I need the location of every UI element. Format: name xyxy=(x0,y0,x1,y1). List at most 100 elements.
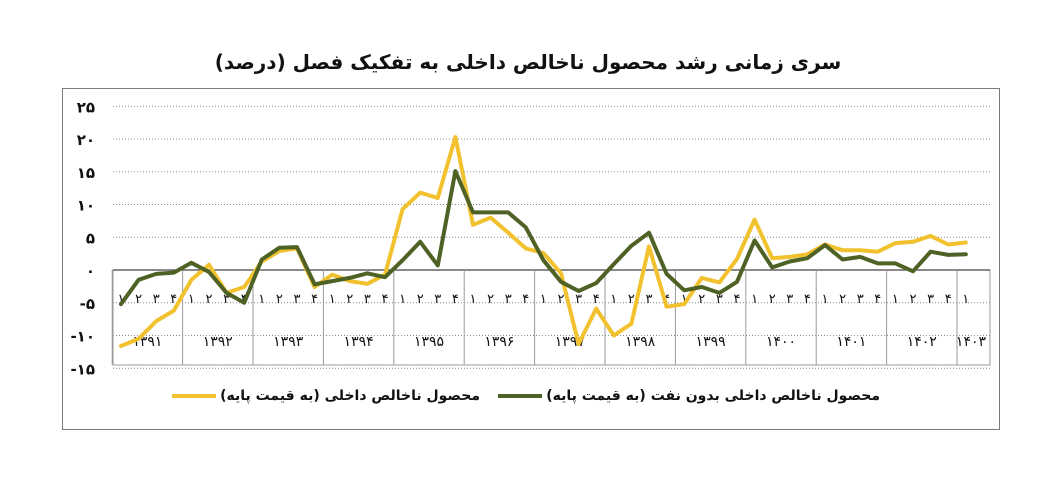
quarter-tick-label: ۱ xyxy=(610,292,617,307)
data-point-gdp-non-oil xyxy=(542,259,545,261)
y-tick-label: -۱۰ xyxy=(70,328,95,346)
quarter-tick-label: ۴ xyxy=(170,292,177,307)
data-point-gdp-non-oil xyxy=(648,231,650,234)
quarter-tick-label: ۳ xyxy=(716,292,723,307)
legend-swatch-gdp xyxy=(172,394,217,398)
data-point-gdp-non-oil xyxy=(489,211,492,214)
data-point-gdp xyxy=(630,322,633,325)
data-point-gdp xyxy=(472,224,474,226)
year-label: ۱۴۰۱ xyxy=(836,334,866,350)
data-point-gdp xyxy=(947,243,949,246)
quarter-tick-label: ۱ xyxy=(751,292,758,307)
y-tick-label: ۲۵ xyxy=(77,98,95,116)
quarter-tick-label: ۴ xyxy=(522,292,529,307)
data-point-gdp-non-oil xyxy=(401,259,404,261)
y-tick-label: -۵ xyxy=(80,295,95,313)
chart-frame xyxy=(62,88,1000,430)
year-label: ۱۳۹۵ xyxy=(414,334,444,350)
quarter-tick-label: ۳ xyxy=(505,292,512,307)
quarter-tick-label: ۴ xyxy=(382,292,389,307)
y-tick-label: ۲۰ xyxy=(77,131,95,149)
data-point-gdp xyxy=(208,263,210,266)
data-point-gdp-non-oil xyxy=(349,277,351,279)
quarter-tick-label: ۱ xyxy=(540,292,547,307)
data-point-gdp xyxy=(912,241,914,243)
y-tick-label: ۰ xyxy=(86,262,95,280)
chart-title: سری زمانی رشد محصول ناخالص داخلی به تفکی… xyxy=(214,50,842,74)
data-point-gdp-non-oil xyxy=(683,289,685,292)
quarter-tick-label: ۱ xyxy=(258,292,265,307)
legend-label-gdp: محصول ناخالص داخلی (به قیمت پایه) xyxy=(220,388,480,404)
data-point-gdp-non-oil xyxy=(173,271,175,274)
chart-legend: محصول ناخالص داخلی بدون نفت (به قیمت پای… xyxy=(62,388,1000,412)
quarter-tick-label: ۳ xyxy=(223,292,230,307)
data-point-gdp xyxy=(243,286,245,288)
quarter-tick-label: ۳ xyxy=(364,292,371,307)
quarter-tick-label: ۴ xyxy=(804,292,811,307)
data-point-gdp-non-oil xyxy=(208,271,210,273)
data-point-gdp-non-oil xyxy=(824,244,826,246)
quarter-tick-label: ۲ xyxy=(839,292,846,307)
data-point-gdp xyxy=(718,281,721,284)
data-point-gdp-non-oil xyxy=(120,303,122,305)
year-label: ۱۴۰۳ xyxy=(956,334,987,350)
quarter-tick-label: ۳ xyxy=(153,292,160,307)
quarter-tick-label: ۴ xyxy=(452,292,459,307)
data-point-gdp xyxy=(313,286,316,288)
data-point-gdp xyxy=(120,345,122,347)
data-point-gdp-non-oil xyxy=(525,226,527,229)
data-point-gdp-non-oil xyxy=(718,292,721,294)
data-point-gdp xyxy=(489,216,492,219)
year-label: ۱۴۰۰ xyxy=(766,334,796,350)
quarter-tick-label: ۲ xyxy=(346,292,353,307)
quarter-tick-label: ۲ xyxy=(558,292,565,307)
data-point-gdp-non-oil xyxy=(384,276,386,279)
data-point-gdp-non-oil xyxy=(789,260,791,263)
data-point-gdp xyxy=(965,241,967,244)
quarter-tick-label: ۳ xyxy=(294,292,301,307)
quarter-tick-label: ۱ xyxy=(962,292,969,307)
data-point-gdp xyxy=(841,249,844,252)
data-point-gdp-non-oil xyxy=(243,301,245,304)
data-point-gdp-non-oil xyxy=(665,273,668,275)
data-point-gdp xyxy=(331,273,334,276)
quarter-tick-label: ۲ xyxy=(276,292,283,307)
data-point-gdp xyxy=(278,250,281,252)
data-point-gdp-non-oil xyxy=(894,262,897,265)
data-point-gdp-non-oil xyxy=(278,246,281,249)
quarter-tick-label: ۱ xyxy=(399,292,406,307)
data-point-gdp xyxy=(577,343,580,345)
data-point-gdp-non-oil xyxy=(630,244,633,247)
data-point-gdp-non-oil xyxy=(877,262,879,265)
data-point-gdp-non-oil xyxy=(472,211,474,214)
year-label: ۱۳۹۱ xyxy=(132,334,162,350)
data-point-gdp xyxy=(419,191,422,194)
data-point-gdp xyxy=(753,218,756,221)
quarter-tick-label: ۳ xyxy=(646,292,653,307)
quarter-tick-label: ۳ xyxy=(434,292,441,307)
data-point-gdp xyxy=(507,231,510,234)
legend-label-gdp-non-oil: محصول ناخالص داخلی بدون نفت (به قیمت پای… xyxy=(546,388,880,404)
quarter-tick-label: ۳ xyxy=(786,292,793,307)
quarter-tick-label: ۱ xyxy=(681,292,688,307)
data-point-gdp xyxy=(859,249,861,252)
quarter-tick-label: ۳ xyxy=(927,292,934,307)
quarter-tick-label: ۴ xyxy=(663,292,670,307)
data-point-gdp-non-oil xyxy=(454,170,457,172)
y-tick-label: ۵ xyxy=(86,229,95,247)
data-point-gdp xyxy=(349,280,351,282)
quarter-tick-label: ۴ xyxy=(734,292,741,307)
year-label: ۱۳۹۴ xyxy=(344,334,374,350)
data-point-gdp xyxy=(665,305,668,308)
legend-item-gdp: محصول ناخالص داخلی (به قیمت پایه) xyxy=(172,388,480,404)
quarter-tick-label: ۲ xyxy=(417,292,424,307)
quarter-tick-label: ۱ xyxy=(118,292,125,307)
data-point-gdp-non-oil xyxy=(155,273,157,275)
data-point-gdp xyxy=(173,309,175,312)
data-point-gdp xyxy=(437,197,439,199)
quarter-tick-label: ۲ xyxy=(769,292,776,307)
data-point-gdp-non-oil xyxy=(331,280,334,282)
data-point-gdp-non-oil xyxy=(261,258,263,261)
year-label: ۱۴۰۲ xyxy=(907,334,937,350)
quarter-tick-label: ۳ xyxy=(857,292,864,307)
